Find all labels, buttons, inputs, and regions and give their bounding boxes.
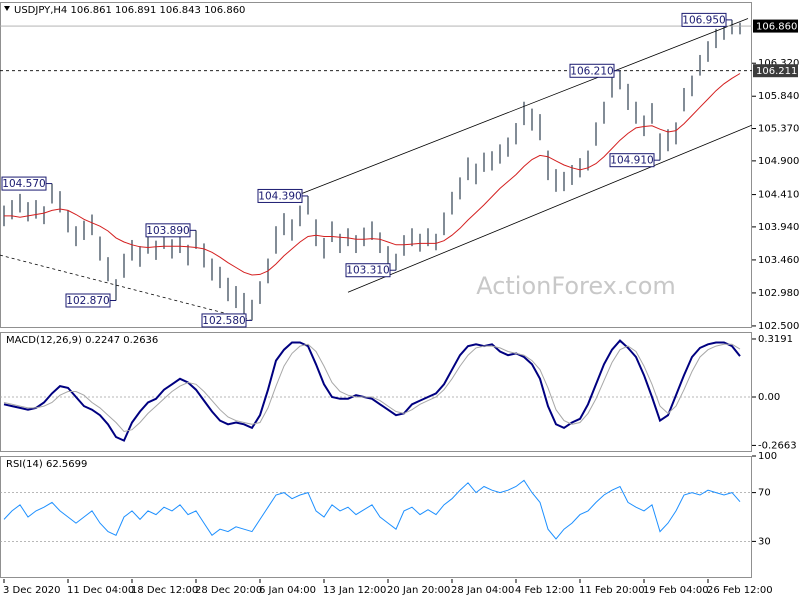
x-tick-label: 3 Dec 2020: [3, 585, 61, 596]
panel-title: RSI(14) 62.5699: [6, 459, 87, 470]
symbol-icon: [4, 6, 10, 11]
watermark: ActionForex.com: [476, 272, 676, 300]
series-line: [4, 73, 741, 276]
y-tick-label: 105.840: [758, 91, 799, 102]
panel: [0, 479, 752, 542]
annotation-label: 102.580: [202, 315, 245, 327]
annotation-box: [201, 313, 247, 328]
y-tick-label: -0.2663: [758, 440, 797, 451]
panel: [0, 339, 752, 442]
y-tick-label: 103.940: [758, 222, 799, 233]
x-tick-label: 11 Dec 04:00: [67, 585, 134, 596]
x-tick-label: 6 Jan 04:00: [259, 585, 316, 596]
y-tick-label: 30: [758, 536, 771, 547]
price-label: 106.211: [756, 66, 797, 77]
annotation-box: [1, 176, 47, 191]
panel-frame: [0, 2, 752, 328]
y-tick-label: 102.500: [758, 321, 799, 332]
annotation-label: 103.890: [146, 225, 189, 237]
y-tick-label: 105.370: [758, 124, 799, 135]
y-tick-label: 103.460: [758, 255, 799, 266]
panel: ActionForex.com: [0, 18, 752, 321]
x-tick-label: 19 Feb 04:00: [643, 585, 709, 596]
annotation-label: 104.570: [2, 178, 45, 190]
x-tick-label: 11 Feb 20:00: [579, 585, 645, 596]
trend-line: [347, 124, 752, 293]
x-tick-label: 13 Jan 12:00: [323, 585, 386, 596]
annotation-box: [65, 293, 111, 308]
x-tick-label: 28 Dec 20:00: [195, 585, 262, 596]
price-box: [753, 64, 798, 78]
y-tick-label: 0.00: [758, 392, 780, 403]
trend-line: [291, 18, 749, 198]
annotation-label: 102.870: [66, 295, 109, 307]
annotation-label: 103.310: [346, 265, 389, 277]
y-tick-label: 100: [758, 451, 777, 462]
series-line: [3, 343, 741, 433]
x-tick-label: 20 Jan 20:00: [387, 585, 450, 596]
y-tick-label: 104.900: [758, 156, 799, 167]
x-tick-label: 26 Feb 12:00: [707, 585, 773, 596]
panel-title: MACD(12,26,9) 0.2247 0.2636: [6, 335, 158, 346]
x-tick-label: 28 Jan 04:00: [451, 585, 514, 596]
panel-title: USDJPY,H4 106.861 106.891 106.843 106.86…: [14, 5, 245, 16]
y-tick-label: 102.980: [758, 288, 799, 299]
annotation-box: [145, 223, 191, 238]
annotation-box: [345, 263, 391, 278]
annotation-label: 106.210: [570, 65, 613, 77]
panel-frame: [0, 456, 752, 578]
price-label: 106.860: [756, 22, 797, 33]
annotation-label: 104.390: [258, 190, 301, 202]
annotation-box: [569, 63, 615, 78]
series-line: [3, 479, 741, 540]
annotation-box: [609, 153, 655, 168]
x-tick-label: 18 Dec 12:00: [131, 585, 198, 596]
annotation-box: [681, 12, 727, 27]
price-box: [753, 19, 798, 33]
y-tick-label: 104.410: [758, 190, 799, 201]
y-tick-label: 106.320: [758, 58, 799, 69]
series-line: [3, 339, 741, 442]
y-tick-label: 0.3191: [758, 334, 793, 345]
annotation-box: [257, 188, 303, 203]
annotation-label: 106.950: [682, 14, 725, 26]
annotation-label: 104.910: [610, 155, 653, 167]
y-tick-label: 70: [758, 488, 771, 499]
trend-line: [0, 254, 251, 321]
panel-frame: [0, 332, 752, 452]
x-tick-label: 4 Feb 12:00: [515, 585, 574, 596]
